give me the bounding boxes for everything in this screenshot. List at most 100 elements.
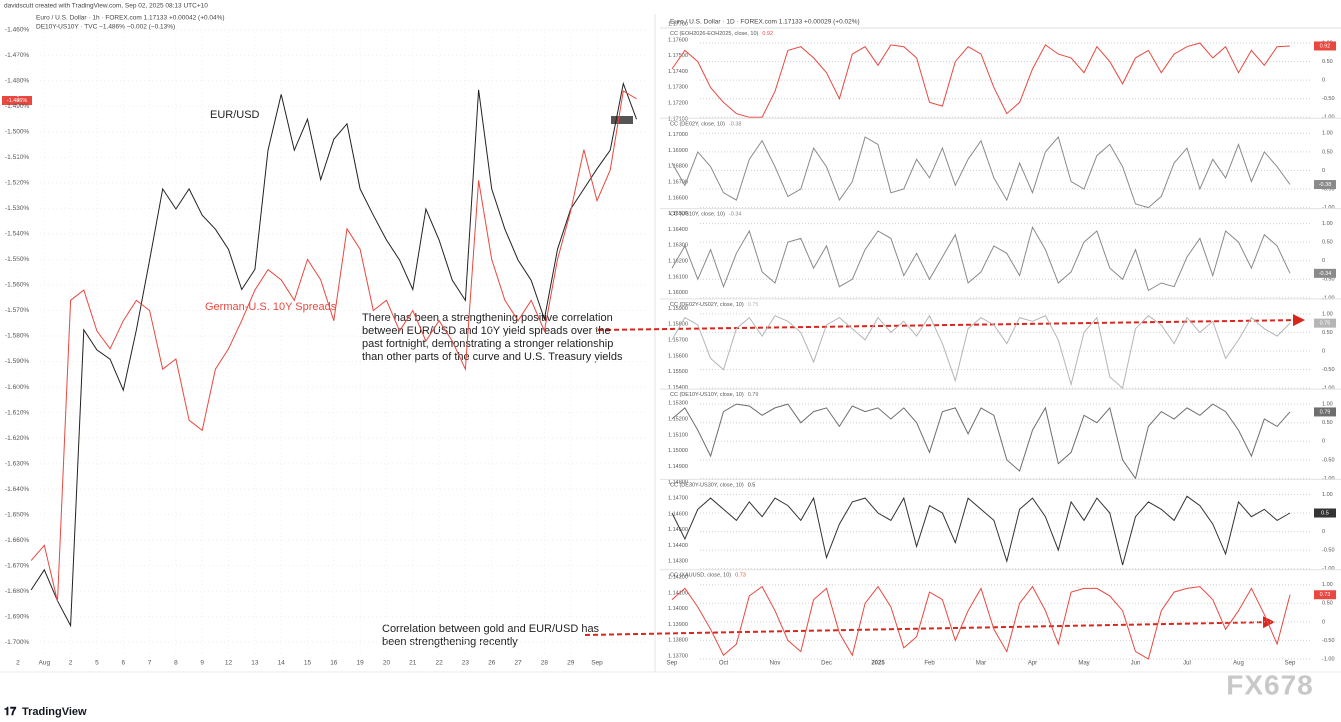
value-badge [1314,268,1336,278]
legend-label: EUR/USD [210,109,260,121]
x-tick-label: Sep [591,660,603,667]
y2-tick-label: 0.50 [1322,149,1333,155]
y-tick-label: 1.14400 [668,543,688,549]
x-tick-label: Oct [719,661,729,667]
y-tick-label: 1.15500 [668,369,688,375]
y-tick-label: 1.16500 [668,211,688,217]
x-tick-label: Dec [821,661,832,667]
value-badge-label: 0.75 [1320,321,1331,327]
y-tick-label: 1.17000 [668,132,688,138]
y-tick-label: 1.15600 [668,353,688,359]
x-tick-label: Sep [667,661,678,667]
y-tick-label: 1.17100 [668,116,688,122]
y2-tick-label: 0.50 [1322,240,1333,246]
y2-tick-label: -1.00 [1322,295,1335,301]
legend-label: German-U.S. 10Y Spreads [205,301,337,313]
y-tick-label: 1.16100 [668,274,688,280]
y-tick-label: -1.510% [5,154,29,161]
symbol-header: Euro / U.S. Dollar · 1D · FOREX.com 1.17… [670,19,860,26]
y-tick-label: 1.13800 [668,638,688,644]
y2-tick-label: 0 [1322,258,1325,264]
y2-tick-label: -1.00 [1322,205,1335,211]
y-tick-label: -1.670% [5,562,29,569]
panel-label: CC (DE10Y-US10Y, close, 10) 0.79 [670,393,758,399]
value-badge-label: 0.79 [1320,409,1331,415]
y2-tick-label: 1.00 [1322,221,1333,227]
x-tick-label: 29 [567,660,575,667]
correlation-line [671,135,1291,209]
y-tick-label: 1.16300 [668,243,688,249]
y-tick-label: -1.520% [5,180,29,187]
x-tick-label: Jun [1131,661,1141,667]
y-tick-label: 1.17200 [668,100,688,106]
x-tick-label: 20 [383,660,391,667]
y2-tick-label: 0.50 [1322,59,1333,65]
logo: TradingView [22,706,87,718]
y2-tick-label: -0.50 [1322,96,1335,102]
annotation: been strengthening recently [382,636,518,648]
y-tick-label: -1.620% [5,435,29,442]
y-tick-label: -1.650% [5,511,29,518]
y-tick-label: 1.15200 [668,416,688,422]
x-tick-label: 27 [514,660,522,667]
panel-label: CC (DE30Y-US30Y, close, 10) 0.5 [670,483,755,489]
y-tick-label: 1.14500 [668,527,688,533]
y2-tick-label: -0.50 [1322,638,1335,644]
y-tick-label: -1.700% [5,639,29,646]
annotation: past fortnight, demonstrating a stronger… [362,338,613,350]
x-tick-label: 28 [541,660,549,667]
y2-tick-label: 0 [1322,348,1325,354]
y2-tick-label: 0 [1322,619,1325,625]
indicator-name: CC (EOH2026-EOH2025, close, 10) [670,31,759,37]
y-tick-label: 1.15400 [668,385,688,391]
y2-tick-label: 0.50 [1322,330,1333,336]
price-badge [611,116,633,124]
y-tick-label: -1.640% [5,486,29,493]
y2-tick-label: 0 [1322,439,1325,445]
y-tick-label: -1.460% [5,26,29,33]
y-tick-label: -1.630% [5,460,29,467]
y-tick-label: -1.480% [5,78,29,85]
y2-tick-label: 0.50 [1322,420,1333,426]
y-tick-label: 1.17600 [668,37,688,43]
x-tick-label: Feb [924,661,935,667]
indicator-name: CC (US10Y, close, 10) [670,212,725,218]
y2-tick-label: 0 [1322,168,1325,174]
x-tick-label: Aug [1233,661,1244,667]
correlation-line [671,226,1291,292]
y2-tick-label: 0.50 [1322,601,1333,607]
value-badge-label: 0.5 [1321,510,1329,516]
y-tick-label: 1.16900 [668,148,688,154]
indicator-name: CC (DE02Y, close, 10) [670,122,725,128]
value-badge [1314,318,1336,328]
x-tick-label: 8 [174,660,178,667]
value-badge [1314,407,1336,417]
y-tick-label: 1.14200 [668,574,688,580]
y2-tick-label: 0 [1322,78,1325,84]
value-badge-label: -0.34 [1319,271,1332,277]
correlation-line [671,403,1291,480]
y2-tick-label: -0.50 [1322,367,1335,373]
value-badge [1314,508,1336,518]
y-tick-label: 1.14100 [668,590,688,596]
y-tick-label: -1.490% [5,103,29,110]
y-tick-label: -1.690% [5,613,29,620]
y-tick-label: 1.16800 [668,164,688,170]
x-tick-label: Jul [1183,661,1191,667]
annotation-arrow [584,616,1275,636]
y-tick-label: 1.17500 [668,53,688,59]
credit: davidscutt created with TradingView.com,… [4,3,208,10]
annotation: There has been a strengthening positive … [362,312,613,324]
indicator-name: CC (XAUUSD, close, 10) [670,573,731,579]
annotation: than other parts of the curve and U.S. T… [362,351,623,363]
x-tick-label: 22 [435,660,443,667]
x-tick-label: 26 [488,660,496,667]
logo-mark: 𝟏𝟕 [4,706,17,718]
value-badge-label: 0.92 [1320,43,1331,49]
y-tick-label: -1.570% [5,307,29,314]
y-tick-label: -1.500% [5,129,29,136]
y-tick-label: -1.590% [5,358,29,365]
y2-tick-label: -1.00 [1322,115,1335,121]
watermark: FX678 [1226,669,1314,700]
